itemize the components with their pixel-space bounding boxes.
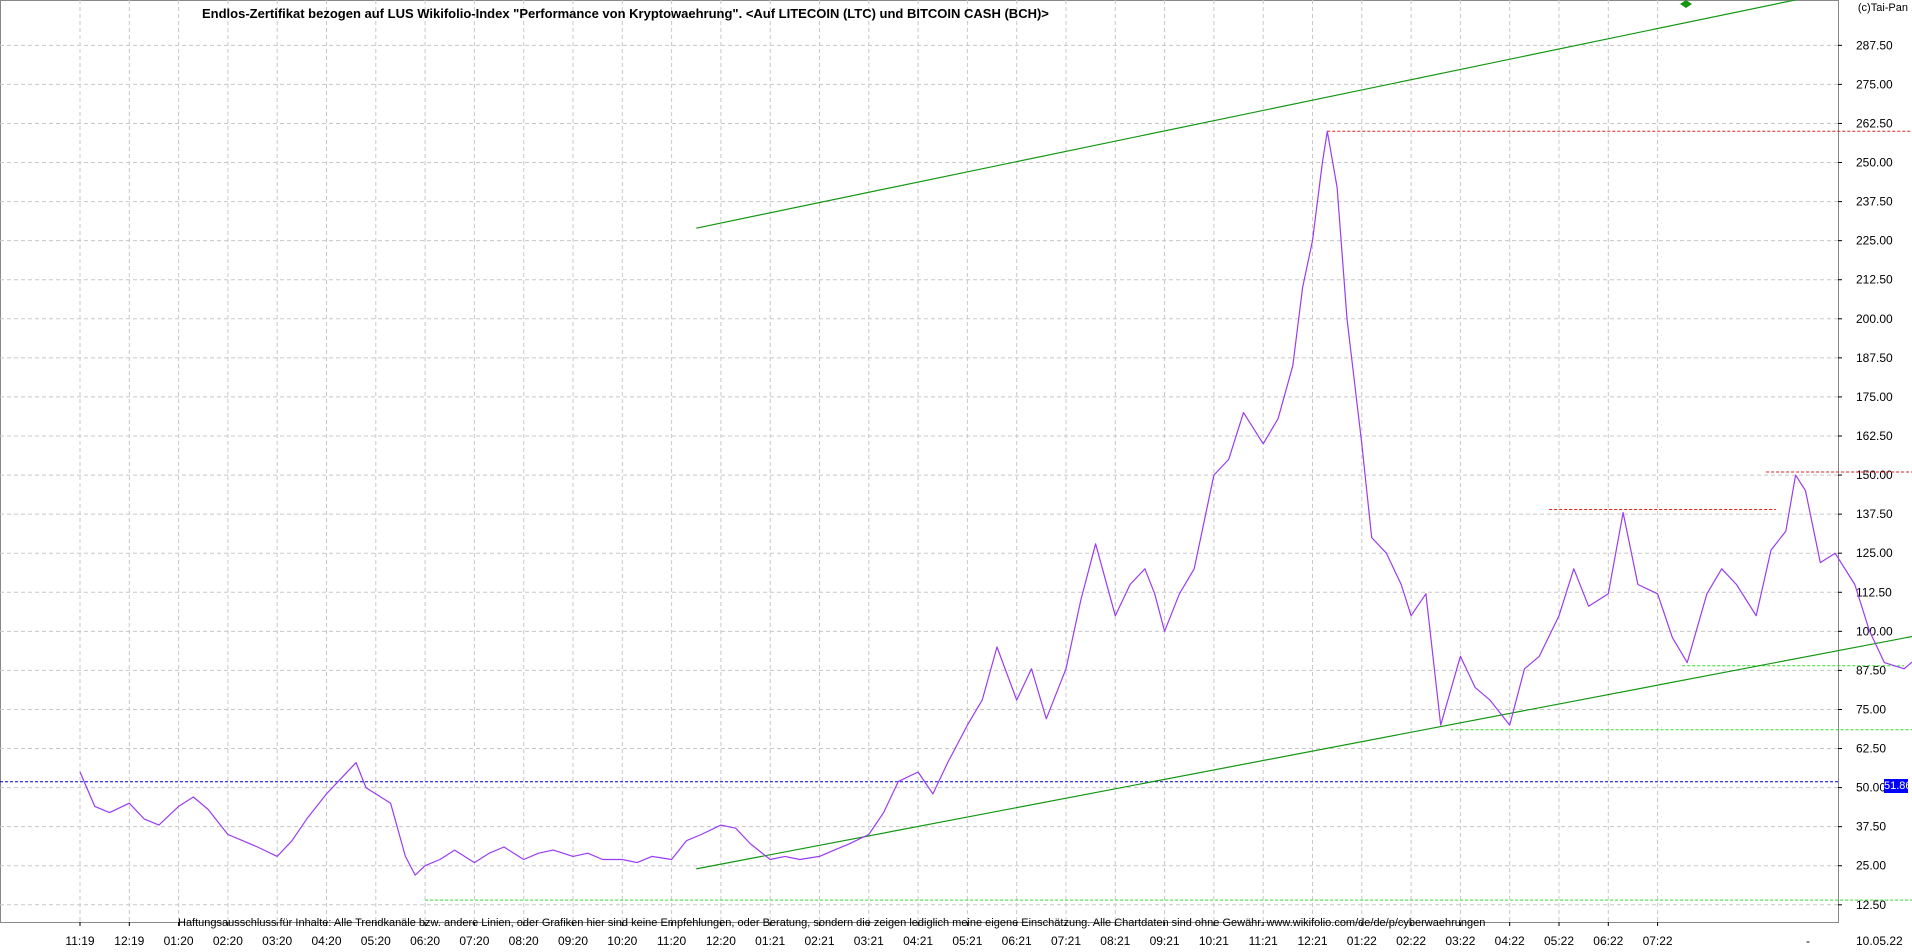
copyright-label: (c)Tai-Pan [1857, 2, 1908, 14]
plot-frame [0, 0, 1839, 923]
x-tick-label: 06:20 [410, 934, 440, 948]
x-tick-label: 05:20 [361, 934, 391, 948]
x-tick-label: 01:22 [1347, 934, 1377, 948]
x-tick-label: 11:21 [1249, 934, 1278, 948]
y-tick-label: 62.50 [1856, 742, 1886, 756]
x-tick-label: 12:21 [1297, 934, 1327, 948]
x-tick-label: 03:22 [1445, 934, 1475, 948]
y-tick-label: 250.00 [1856, 156, 1893, 170]
y-tick-label: 225.00 [1856, 234, 1893, 248]
chart-title: Endlos-Zertifikat bezogen auf LUS Wikifo… [202, 6, 1049, 21]
y-tick-label: 287.50 [1856, 38, 1893, 52]
y-tick-label: 237.50 [1856, 195, 1893, 209]
y-tick-label: 125.00 [1856, 546, 1893, 560]
y-tick-label: 100.00 [1856, 624, 1893, 638]
y-tick-label: 275.00 [1856, 77, 1893, 91]
x-tick-label: 02:20 [213, 934, 243, 948]
x-tick-label: 01:20 [164, 934, 194, 948]
x-tick-label: 10:21 [1199, 934, 1229, 948]
x-tick-label: 12:20 [706, 934, 736, 948]
x-tick-label: 08:21 [1100, 934, 1130, 948]
x-tick-label: 06:22 [1593, 934, 1623, 948]
y-tick-label: 87.50 [1856, 663, 1886, 677]
y-tick-label: 187.50 [1856, 351, 1893, 365]
x-tick-label: 03:20 [262, 934, 292, 948]
y-tick-label: 75.00 [1856, 702, 1886, 716]
x-tick-label: 02:22 [1396, 934, 1426, 948]
x-tick-label: 04:22 [1495, 934, 1525, 948]
x-tick-label: 11:20 [657, 934, 686, 948]
x-tick-label: 07:22 [1643, 934, 1673, 948]
x-tick-label: 04:21 [903, 934, 933, 948]
axis-dash-label: - [1806, 934, 1810, 948]
x-tick-label: 10:20 [607, 934, 637, 948]
x-tick-label: 09:20 [558, 934, 588, 948]
x-tick-label: 01:21 [755, 934, 785, 948]
x-tick-label: 09:21 [1150, 934, 1180, 948]
x-tick-label: 07:20 [459, 934, 489, 948]
y-tick-label: 137.50 [1856, 507, 1893, 521]
y-tick-label: 175.00 [1856, 390, 1893, 404]
y-tick-label: 212.50 [1856, 273, 1893, 287]
disclaimer-text: Haftungsausschluss für Inhalte: Alle Tre… [178, 917, 1486, 929]
x-tick-label: 07:21 [1051, 934, 1081, 948]
x-tick-label: 12:19 [114, 934, 144, 948]
x-tick-label: 02:21 [804, 934, 834, 948]
y-tick-label: 12.50 [1856, 898, 1886, 912]
trend-line [696, 635, 1912, 870]
y-tick-label: 200.00 [1856, 312, 1893, 326]
y-tick-label: 162.50 [1856, 429, 1893, 443]
y-tick-label: 150.00 [1856, 468, 1893, 482]
x-tick-label: 06:21 [1002, 934, 1032, 948]
x-tick-label: 11:19 [65, 934, 94, 948]
x-tick-label: 04:20 [311, 934, 341, 948]
y-tick-label: 50.00 [1856, 781, 1886, 795]
x-tick-label: 08:20 [509, 934, 539, 948]
price-series-line [79, 130, 1912, 876]
y-tick-label: 25.00 [1856, 859, 1886, 873]
x-tick-label: 03:21 [854, 934, 884, 948]
last-price-badge: 51.86 [1884, 779, 1912, 793]
trend-marker [1680, 0, 1692, 8]
y-tick-label: 37.50 [1856, 820, 1886, 834]
x-tick-label: 05:21 [952, 934, 982, 948]
trend-line [696, 0, 1796, 229]
x-tick-label: 05:22 [1544, 934, 1574, 948]
y-tick-label: 112.50 [1856, 585, 1892, 599]
date-label: 10.05.22 [1856, 934, 1903, 948]
y-tick-label: 262.50 [1856, 116, 1893, 130]
